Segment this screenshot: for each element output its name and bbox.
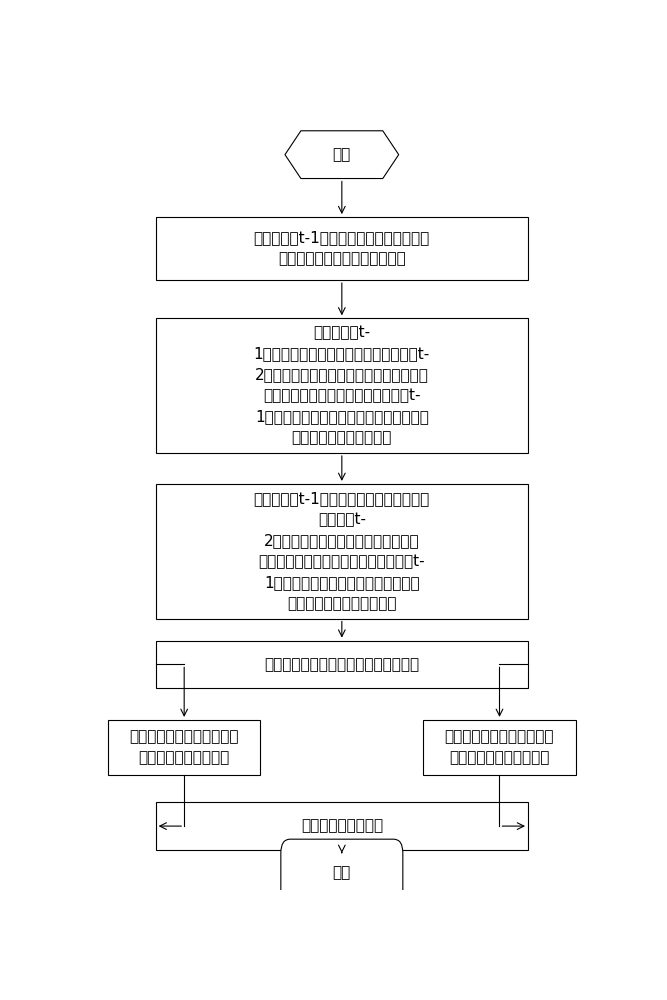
- Text: 开始: 开始: [333, 147, 351, 162]
- FancyBboxPatch shape: [156, 217, 528, 280]
- FancyBboxPatch shape: [156, 802, 528, 850]
- FancyBboxPatch shape: [424, 720, 576, 775]
- FancyBboxPatch shape: [156, 484, 528, 619]
- Text: 得到丢失帧的恢复帧: 得到丢失帧的恢复帧: [301, 819, 383, 834]
- Text: 对视点间参考的宏块采用视
差补偿预测方法进行恢复: 对视点间参考的宏块采用视 差补偿预测方法进行恢复: [445, 730, 554, 766]
- Text: 获取右视点t-1时刻的图像帧中的每个宏块
的最佳运动矢量和最佳视差矢量: 获取右视点t-1时刻的图像帧中的每个宏块 的最佳运动矢量和最佳视差矢量: [253, 231, 430, 267]
- FancyBboxPatch shape: [156, 641, 528, 688]
- Text: 结束: 结束: [333, 866, 351, 881]
- Text: 对时域参考的宏块采用运动
补偿预测方法进行恢复: 对时域参考的宏块采用运动 补偿预测方法进行恢复: [129, 730, 239, 766]
- FancyBboxPatch shape: [108, 720, 260, 775]
- Polygon shape: [285, 131, 399, 179]
- Text: 计算右视点t-
1时刻的图像帧中的每个像素点与右视点t-
2时刻的图像帧中对应的最佳匹配像素点之
间的时域结构相似度値，及与左视点t-
1时刻的图像帧中对应的最: 计算右视点t- 1时刻的图像帧中的每个像素点与右视点t- 2时刻的图像帧中对应的…: [253, 326, 430, 446]
- Text: 计算右视点t-1时刻的图像帧中的每个宏块
与右视点t-
2时刻的图像帧中对应的最佳匹配宏块
之间的时域结构相似度値，及与左视点t-
1时刻的图像帧中对应的最佳匹: 计算右视点t-1时刻的图像帧中的每个宏块 与右视点t- 2时刻的图像帧中对应的最…: [253, 491, 430, 611]
- FancyBboxPatch shape: [156, 318, 528, 453]
- FancyBboxPatch shape: [281, 839, 403, 907]
- Text: 确定丢失帧中每个宏块的宏块参考模式: 确定丢失帧中每个宏块的宏块参考模式: [264, 657, 420, 672]
